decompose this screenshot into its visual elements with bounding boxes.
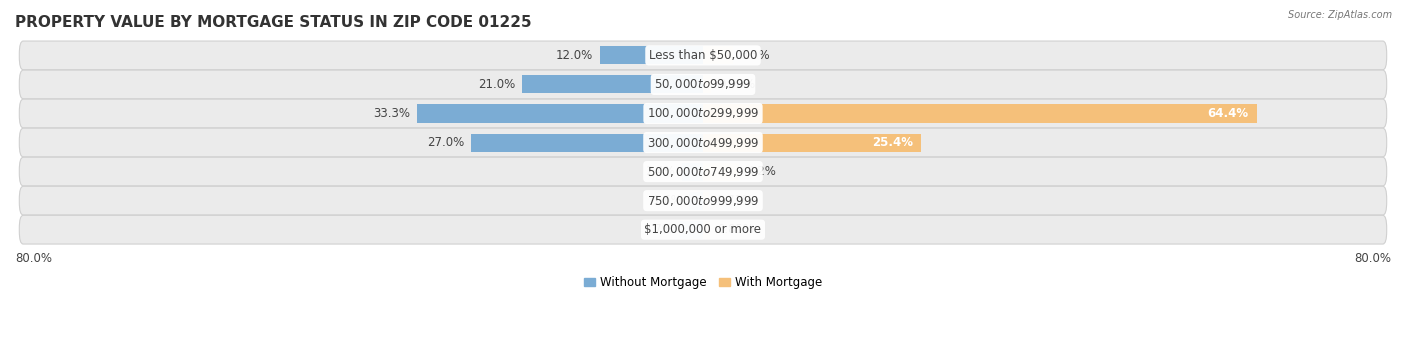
Bar [703, 134, 921, 152]
Text: $1,000,000 or more: $1,000,000 or more [644, 223, 762, 236]
Text: 64.4%: 64.4% [1208, 107, 1249, 120]
Legend: Without Mortgage, With Mortgage: Without Mortgage, With Mortgage [579, 271, 827, 294]
Text: 0.98%: 0.98% [718, 78, 755, 91]
Text: 80.0%: 80.0% [15, 252, 52, 265]
Bar [682, 163, 703, 181]
Bar [703, 221, 710, 239]
Text: 80.0%: 80.0% [1354, 252, 1391, 265]
Text: $300,000 to $499,999: $300,000 to $499,999 [647, 136, 759, 150]
Text: 4.2%: 4.2% [747, 165, 776, 178]
Bar [703, 163, 740, 181]
Bar [689, 192, 703, 210]
Text: 1.6%: 1.6% [652, 194, 682, 207]
Text: 3.5%: 3.5% [740, 49, 769, 62]
FancyBboxPatch shape [20, 99, 1386, 128]
Bar [703, 46, 733, 64]
FancyBboxPatch shape [20, 41, 1386, 70]
Bar [523, 75, 703, 94]
Bar [679, 221, 703, 239]
FancyBboxPatch shape [20, 215, 1386, 244]
Text: 0.73%: 0.73% [716, 194, 754, 207]
Bar [600, 46, 703, 64]
FancyBboxPatch shape [20, 70, 1386, 99]
Bar [703, 192, 709, 210]
Text: 12.0%: 12.0% [555, 49, 593, 62]
FancyBboxPatch shape [20, 157, 1386, 186]
Text: Less than $50,000: Less than $50,000 [648, 49, 758, 62]
Text: Source: ZipAtlas.com: Source: ZipAtlas.com [1288, 10, 1392, 20]
Text: 25.4%: 25.4% [872, 136, 912, 149]
Bar [416, 104, 703, 122]
Text: $750,000 to $999,999: $750,000 to $999,999 [647, 193, 759, 208]
Text: 2.7%: 2.7% [643, 223, 673, 236]
Bar [471, 134, 703, 152]
Bar [703, 75, 711, 94]
Text: PROPERTY VALUE BY MORTGAGE STATUS IN ZIP CODE 01225: PROPERTY VALUE BY MORTGAGE STATUS IN ZIP… [15, 15, 531, 30]
Text: 33.3%: 33.3% [373, 107, 409, 120]
Bar [703, 104, 1257, 122]
Text: $50,000 to $99,999: $50,000 to $99,999 [654, 78, 752, 91]
Text: 21.0%: 21.0% [478, 78, 516, 91]
Text: 2.4%: 2.4% [645, 165, 675, 178]
Text: 0.85%: 0.85% [717, 223, 754, 236]
Text: $100,000 to $299,999: $100,000 to $299,999 [647, 106, 759, 120]
FancyBboxPatch shape [20, 128, 1386, 157]
Text: 27.0%: 27.0% [426, 136, 464, 149]
Text: $500,000 to $749,999: $500,000 to $749,999 [647, 165, 759, 178]
FancyBboxPatch shape [20, 186, 1386, 215]
